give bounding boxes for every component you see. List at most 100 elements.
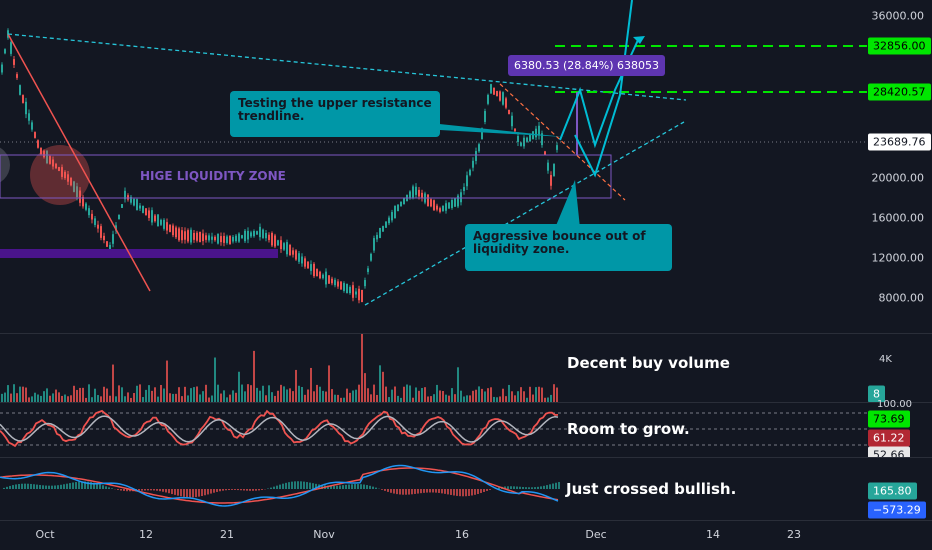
candle-body: [550, 175, 552, 186]
volume-bar: [187, 395, 189, 402]
pane-separator[interactable]: [0, 457, 932, 458]
volume-bar: [376, 394, 378, 402]
bounce-callout[interactable]: Aggressive bounce out of liquidity zone.: [465, 224, 672, 271]
candle-body: [85, 203, 87, 210]
volume-bar: [322, 390, 324, 402]
candle-body: [499, 91, 501, 101]
volume-bar: [211, 395, 213, 402]
candle-body: [394, 205, 396, 219]
macd-histogram-bar: [285, 482, 287, 489]
macd-pane[interactable]: Just crossed bullish.: [0, 458, 867, 520]
candle-body: [166, 222, 168, 231]
macd-histogram-bar: [381, 489, 383, 490]
volume-bar: [451, 388, 453, 402]
macd-histogram-bar: [207, 489, 209, 495]
volume-bar: [238, 371, 240, 402]
volume-bar: [220, 393, 222, 402]
volume-bar: [424, 387, 426, 402]
volume-pane[interactable]: Decent buy volume: [0, 334, 867, 402]
volume-bar: [544, 397, 546, 402]
macd-histogram-bar: [453, 489, 455, 496]
candle-body: [169, 224, 171, 232]
macd-histogram-bar: [558, 482, 560, 489]
volume-bar: [496, 397, 498, 402]
volume-bar: [346, 388, 348, 402]
rsi-pane[interactable]: Room to grow.: [0, 403, 867, 456]
gray-circle: [0, 147, 10, 183]
macd-histogram-bar: [249, 489, 251, 491]
macd-histogram-bar: [537, 486, 539, 489]
macd-histogram-bar: [477, 489, 479, 494]
price-chart[interactable]: [0, 0, 867, 333]
candle-body: [124, 190, 126, 200]
macd-histogram-bar: [9, 485, 11, 489]
candle-body: [535, 128, 537, 138]
price-axis[interactable]: 36000.00 20000.00 16000.00 12000.00 8000…: [867, 0, 932, 333]
volume-bar: [25, 387, 27, 402]
macd-histogram-bar: [30, 483, 32, 489]
volume-bar: [526, 397, 528, 402]
volume-bar: [127, 392, 129, 402]
volume-bar: [421, 388, 423, 402]
volume-bar: [193, 387, 195, 402]
candle-body: [121, 204, 123, 208]
macd-histogram-bar: [153, 489, 155, 491]
pane-separator[interactable]: [0, 402, 932, 403]
candle-body: [376, 234, 378, 240]
price-pane[interactable]: Testing the upper resistance trendline. …: [0, 0, 867, 333]
time-axis-separator: [0, 520, 932, 521]
volume-bar: [73, 385, 75, 402]
macd-histogram-bar: [141, 489, 143, 491]
macd-histogram-bar: [252, 489, 254, 491]
candle-body: [79, 190, 81, 203]
macd-histogram-bar: [504, 486, 506, 489]
volume-bar: [253, 350, 255, 402]
macd-histogram-bar: [123, 489, 125, 491]
macd-histogram-bar: [405, 489, 407, 495]
macd-histogram-bar: [531, 487, 533, 489]
volume-bar: [19, 386, 21, 402]
macd-histogram-bar: [471, 489, 473, 496]
macd-histogram-bar: [198, 489, 200, 497]
resistance-callout[interactable]: Testing the upper resistance trendline.: [230, 91, 440, 137]
volume-bar: [169, 393, 171, 402]
macd-histogram-bar: [69, 483, 71, 489]
candle-body: [430, 199, 432, 207]
pane-separator[interactable]: [0, 333, 932, 334]
volume-bar: [511, 391, 513, 402]
candle-body: [229, 235, 231, 245]
volume-bar: [442, 390, 444, 402]
volume-note: Decent buy volume: [567, 354, 730, 372]
candle-body: [133, 198, 135, 206]
volume-bar: [133, 393, 135, 402]
volume-bar: [487, 388, 489, 402]
macd-histogram-bar: [78, 481, 80, 489]
macd-histogram-bar: [444, 489, 446, 494]
candle-body: [391, 212, 393, 221]
candle-body: [10, 42, 12, 54]
volume-bar: [1, 393, 3, 402]
volume-bar: [415, 387, 417, 402]
volume-bar: [49, 395, 51, 402]
macd-histogram-bar: [42, 485, 44, 489]
candle-body: [529, 133, 531, 142]
macd-histogram-bar: [255, 489, 257, 491]
volume-bar: [520, 387, 522, 402]
time-tick: 12: [139, 528, 153, 541]
candle-body: [544, 151, 546, 155]
volume-bar: [355, 389, 357, 402]
macd-histogram-bar: [486, 489, 488, 491]
macd-histogram-bar: [465, 489, 467, 497]
macd-histogram-bar: [3, 487, 5, 489]
volume-bar: [490, 387, 492, 402]
volume-bar: [382, 371, 384, 402]
volume-bar: [373, 384, 375, 402]
volume-bar: [274, 395, 276, 402]
volume-bar: [247, 384, 249, 402]
candle-body: [136, 199, 138, 211]
volume-bar: [196, 386, 198, 402]
volume-bar: [334, 394, 336, 402]
volume-bar: [439, 390, 441, 402]
macd-histogram-bar: [519, 486, 521, 489]
candle-body: [148, 210, 150, 218]
